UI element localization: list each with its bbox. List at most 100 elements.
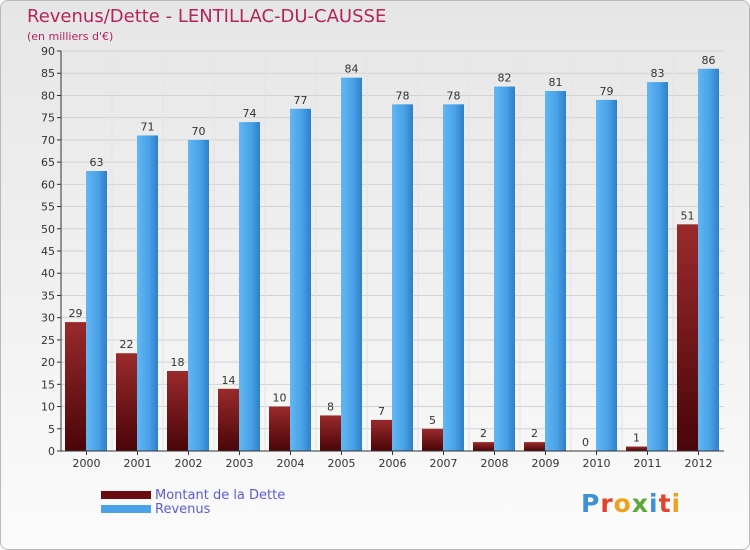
y-tick-label: 25	[41, 334, 55, 347]
x-tick-label: 2007	[430, 457, 458, 470]
data-label-revenus-2009: 81	[549, 76, 563, 89]
bar-debt-2012	[677, 224, 698, 451]
data-label-revenus-2007: 78	[447, 89, 461, 102]
y-tick-label: 30	[41, 312, 55, 325]
bar-revenus-2003	[239, 122, 260, 451]
y-tick-label: 50	[41, 223, 55, 236]
bar-debt-2000	[65, 322, 86, 451]
bar-revenus-2004	[290, 108, 311, 452]
bars: 2963227118701474107788477857828228107918…	[65, 54, 719, 452]
data-label-revenus-2000: 63	[90, 156, 104, 169]
logo-letter: i	[649, 489, 659, 518]
y-tick-label: 10	[41, 401, 55, 414]
x-tick-label: 2012	[685, 457, 713, 470]
data-label-debt-2001: 22	[120, 338, 134, 351]
x-tick-label: 2001	[124, 457, 152, 470]
bar-revenus-2001	[137, 135, 158, 451]
bar-debt-2008	[473, 442, 494, 451]
logo-letter: P	[581, 489, 601, 518]
y-tick-label: 75	[41, 112, 55, 125]
x-tick-label: 2008	[481, 457, 509, 470]
bar-revenus-2010	[596, 99, 617, 451]
bar-debt-2003	[218, 388, 239, 451]
bar-debt-2009	[524, 442, 545, 451]
x-tick-label: 2006	[379, 457, 407, 470]
bar-revenus-2007	[443, 104, 464, 451]
y-tick-label: 5	[48, 423, 55, 436]
data-label-debt-2008: 2	[480, 427, 487, 440]
x-tick-label: 2011	[634, 457, 662, 470]
legend-item-revenus: Revenus	[101, 501, 210, 517]
data-label-revenus-2005: 84	[345, 63, 359, 76]
y-tick-label: 70	[41, 134, 55, 147]
proxiti-logo: Proxiti	[581, 489, 681, 518]
x-tick-label: 2000	[73, 457, 101, 470]
data-label-debt-2009: 2	[531, 427, 538, 440]
x-tick-label: 2010	[583, 457, 611, 470]
bar-debt-2005	[320, 415, 341, 451]
x-tick-label: 2005	[328, 457, 356, 470]
bar-debt-2001	[116, 353, 137, 451]
bar-debt-2002	[167, 371, 188, 451]
logo-letter: i	[671, 489, 682, 518]
y-tick-label: 15	[41, 378, 55, 391]
bar-revenus-2009	[545, 91, 566, 451]
logo-letter: o	[613, 489, 632, 518]
bar-revenus-2005	[341, 77, 362, 452]
legend-item-debt: Montant de la Dette	[101, 487, 285, 503]
bar-revenus-2011	[647, 82, 668, 451]
y-tick-label: 0	[48, 445, 55, 458]
data-label-debt-2006: 7	[378, 405, 385, 418]
y-tick-label: 45	[41, 245, 55, 258]
data-label-debt-2010: 0	[582, 436, 589, 449]
data-label-revenus-2011: 83	[651, 67, 665, 80]
bar-revenus-2006	[392, 104, 413, 451]
data-label-revenus-2008: 82	[498, 72, 512, 85]
data-label-debt-2007: 5	[429, 414, 436, 427]
bar-revenus-2012	[698, 68, 719, 452]
data-label-debt-2005: 8	[327, 400, 334, 413]
data-label-debt-2012: 51	[681, 209, 695, 222]
bar-revenus-2000	[86, 171, 107, 451]
data-label-debt-2000: 29	[69, 307, 83, 320]
x-tick-label: 2009	[532, 457, 560, 470]
bar-debt-2007	[422, 428, 443, 451]
logo-letter: t	[658, 489, 672, 518]
bar-revenus-2008	[494, 86, 515, 452]
data-label-revenus-2012: 86	[702, 54, 716, 67]
data-label-revenus-2001: 71	[141, 120, 155, 133]
x-tick-label: 2002	[175, 457, 203, 470]
y-tick-label: 55	[41, 201, 55, 214]
x-tick-label: 2003	[226, 457, 254, 470]
bar-debt-2006	[371, 419, 392, 451]
y-tick-label: 90	[41, 45, 55, 58]
legend-swatch-revenus	[101, 505, 151, 513]
y-tick-label: 80	[41, 89, 55, 102]
bar-revenus-2002	[188, 139, 209, 451]
y-tick-label: 35	[41, 289, 55, 302]
legend-label-debt: Montant de la Dette	[155, 487, 286, 503]
bar-debt-2004	[269, 406, 290, 451]
legend-label-revenus: Revenus	[155, 501, 211, 517]
data-label-revenus-2003: 74	[243, 107, 257, 120]
chart-subtitle: (en milliers d'€)	[27, 30, 114, 43]
chart-title: Revenus/Dette - LENTILLAC-DU-CAUSSE	[27, 6, 387, 27]
data-label-revenus-2002: 70	[192, 125, 206, 138]
logo-letter: r	[600, 489, 614, 518]
bar-debt-2011	[626, 446, 647, 451]
y-tick-label: 60	[41, 178, 55, 191]
data-label-revenus-2006: 78	[396, 89, 410, 102]
y-tick-label: 85	[41, 67, 55, 80]
x-tick-label: 2004	[277, 457, 305, 470]
legend-swatch-debt	[101, 491, 151, 499]
axes: 0510152025303540455055606570758085902000…	[41, 45, 724, 470]
data-label-revenus-2010: 79	[600, 85, 614, 98]
y-tick-label: 40	[41, 267, 55, 280]
data-label-revenus-2004: 77	[294, 94, 308, 107]
data-label-debt-2011: 1	[633, 432, 640, 445]
data-label-debt-2003: 14	[222, 374, 236, 387]
y-tick-label: 20	[41, 356, 55, 369]
y-tick-label: 65	[41, 156, 55, 169]
